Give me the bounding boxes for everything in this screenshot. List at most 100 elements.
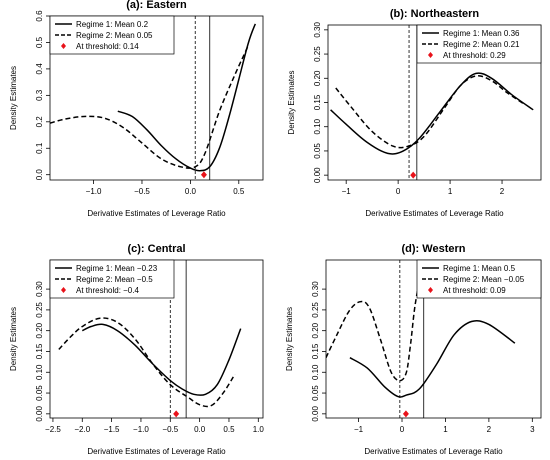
x-tick-label: 1 <box>443 425 448 434</box>
y-tick-label: 0.15 <box>35 343 44 359</box>
series-2-curve <box>335 75 526 149</box>
legend-diamond-key <box>61 287 66 293</box>
x-tick-label: 0.5 <box>223 425 235 434</box>
panel-2: (b): Northeastern Derivative Estimates of… <box>287 8 542 218</box>
legend-label: Regime 1: Mean 0.36 <box>443 29 520 38</box>
panel-title: (a): Eastern <box>126 0 187 11</box>
x-tick-label: 3 <box>530 425 535 434</box>
series-1-curve <box>81 323 242 396</box>
panel-3: (c): Central Derivative Estimates of Leve… <box>9 243 264 456</box>
x-tick-label: 0 <box>396 187 401 196</box>
x-tick-label: 0.0 <box>194 425 206 434</box>
legend-label: Regime 2: Mean 0.05 <box>76 31 153 40</box>
y-axis-label: Density Estimates <box>287 70 296 134</box>
y-tick-label: 0.15 <box>311 343 320 359</box>
series-2-curve <box>50 44 250 169</box>
y-axis-label: Density Estimates <box>285 307 294 371</box>
y-tick-label: 0.0 <box>35 169 44 181</box>
y-axis-label: Density Estimates <box>9 307 18 371</box>
plot-area <box>50 16 256 180</box>
legend: Regime 1: Mean 0.2 Regime 2: Mean 0.05 At … <box>49 15 175 55</box>
y-tick-label: 0.00 <box>313 167 322 183</box>
x-tick-label: −1.0 <box>133 425 149 434</box>
series-1-curve <box>117 23 256 172</box>
y-tick-label: 0.05 <box>311 385 320 401</box>
x-tick-label: −0.5 <box>134 187 150 196</box>
panel-title: (d): Western <box>402 243 466 255</box>
y-tick-label: 0.2 <box>35 116 44 128</box>
legend-label: At threshold: 0.09 <box>443 286 506 295</box>
y-tick-label: 0.30 <box>35 281 44 297</box>
threshold-marker <box>200 171 207 179</box>
x-axis-label: Derivative Estimates of Leverage Ratio <box>87 447 226 456</box>
y-tick-label: 0.20 <box>313 70 322 86</box>
y-tick-label: 0.20 <box>35 322 44 338</box>
y-tick-label: 0.10 <box>313 118 322 134</box>
x-tick-label: −2.5 <box>45 425 61 434</box>
x-tick-label: 1 <box>448 187 453 196</box>
y-tick-label: 0.30 <box>313 22 322 38</box>
panel-title: (c): Central <box>127 243 185 255</box>
legend: Regime 1: Mean 0.5 Regime 2: Mean −0.05 At… <box>416 259 542 299</box>
legend-label: At threshold: 0.29 <box>443 51 506 60</box>
legend-diamond-key <box>428 52 433 58</box>
x-axis-label: Derivative Estimates of Leverage Ratio <box>365 209 504 218</box>
x-axis-label: Derivative Estimates of Leverage Ratio <box>364 447 503 456</box>
y-tick-label: 0.3 <box>35 89 44 101</box>
series-2-curve <box>326 268 423 382</box>
threshold-marker <box>402 410 409 418</box>
x-tick-label: −1.5 <box>104 425 120 434</box>
x-tick-label: 2 <box>487 425 492 434</box>
x-tick-label: −1 <box>354 425 364 434</box>
panel-title: (b): Northeastern <box>390 8 480 20</box>
y-tick-label: 0.6 <box>35 10 44 22</box>
y-tick-label: 0.30 <box>311 281 320 297</box>
y-axis-label: Density Estimates <box>9 66 18 130</box>
x-tick-label: 0 <box>400 425 405 434</box>
x-tick-label: 2 <box>500 187 505 196</box>
y-tick-label: 0.4 <box>35 63 44 75</box>
legend: Regime 1: Mean −0.23 Regime 2: Mean −0.5 A… <box>49 259 175 299</box>
x-tick-label: −1.0 <box>86 187 102 196</box>
x-axis-label: Derivative Estimates of Leverage Ratio <box>87 209 226 218</box>
x-tick-label: −0.5 <box>162 425 178 434</box>
series-2-curve <box>58 317 236 408</box>
y-tick-label: 0.1 <box>35 142 44 154</box>
y-tick-label: 0.25 <box>313 46 322 62</box>
threshold-marker <box>173 410 180 418</box>
legend-label: Regime 1: Mean −0.23 <box>76 264 158 273</box>
y-tick-label: 0.25 <box>311 302 320 318</box>
y-tick-label: 0.05 <box>313 143 322 159</box>
x-tick-label: −1 <box>342 187 352 196</box>
x-tick-label: 1.0 <box>253 425 265 434</box>
x-tick-label: 0.5 <box>233 187 245 196</box>
x-tick-label: 0.0 <box>185 187 197 196</box>
legend-label: At threshold: 0.14 <box>76 42 139 51</box>
y-tick-label: 0.05 <box>35 385 44 401</box>
legend-label: Regime 1: Mean 0.2 <box>76 20 149 29</box>
legend-label: Regime 1: Mean 0.5 <box>443 264 516 273</box>
y-tick-label: 0.25 <box>35 302 44 318</box>
y-tick-label: 0.00 <box>35 406 44 422</box>
legend-label: At threshold: −0.4 <box>76 286 139 295</box>
y-tick-label: 0.00 <box>311 406 320 422</box>
panel-1: (a): Eastern Derivative Estimates of Leve… <box>9 0 264 218</box>
series-1-curve <box>330 72 534 155</box>
panel-4: (d): Western Derivative Estimates of Leve… <box>285 243 542 456</box>
x-tick-label: −2.0 <box>74 425 90 434</box>
legend-label: Regime 2: Mean 0.21 <box>443 40 520 49</box>
legend-diamond-key <box>428 287 433 293</box>
legend-diamond-key <box>61 43 66 49</box>
y-tick-label: 0.10 <box>311 364 320 380</box>
legend-box <box>416 259 542 299</box>
threshold-marker <box>410 171 417 179</box>
legend: Regime 1: Mean 0.36 Regime 2: Mean 0.21 At… <box>416 24 542 64</box>
y-tick-label: 0.10 <box>35 364 44 380</box>
series-1-curve <box>349 319 516 398</box>
y-tick-label: 0.20 <box>311 322 320 338</box>
y-tick-label: 0.5 <box>35 36 44 48</box>
legend-label: Regime 2: Mean −0.05 <box>443 275 525 284</box>
legend-label: Regime 2: Mean −0.5 <box>76 275 153 284</box>
